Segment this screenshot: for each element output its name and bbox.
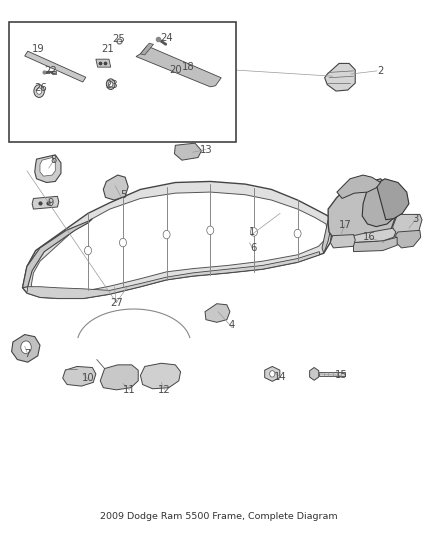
Circle shape: [270, 370, 275, 377]
Circle shape: [21, 341, 31, 354]
Polygon shape: [322, 220, 330, 253]
Text: 3: 3: [412, 214, 419, 224]
Polygon shape: [328, 181, 396, 244]
Text: 6: 6: [251, 243, 257, 253]
Polygon shape: [353, 237, 397, 252]
Text: 1: 1: [248, 227, 255, 237]
Polygon shape: [27, 252, 319, 298]
Polygon shape: [63, 367, 96, 386]
Polygon shape: [141, 364, 180, 389]
Polygon shape: [25, 51, 86, 82]
Text: 21: 21: [101, 44, 114, 53]
Polygon shape: [136, 46, 221, 87]
Circle shape: [120, 238, 127, 247]
Text: 14: 14: [274, 372, 286, 382]
Polygon shape: [103, 175, 128, 200]
Text: 9: 9: [48, 198, 54, 208]
Polygon shape: [362, 179, 398, 227]
Polygon shape: [205, 304, 230, 322]
Text: 26: 26: [35, 83, 47, 93]
Text: 22: 22: [45, 66, 57, 76]
Circle shape: [163, 230, 170, 239]
Text: 27: 27: [110, 297, 123, 308]
Text: 7: 7: [24, 349, 30, 359]
Polygon shape: [40, 158, 55, 176]
Circle shape: [36, 88, 42, 94]
Text: 8: 8: [50, 155, 56, 165]
Polygon shape: [396, 230, 421, 248]
Polygon shape: [330, 235, 355, 248]
Polygon shape: [376, 179, 409, 220]
Polygon shape: [141, 43, 153, 55]
Polygon shape: [353, 228, 396, 243]
Text: 4: 4: [229, 320, 235, 330]
Circle shape: [85, 246, 92, 255]
Polygon shape: [393, 214, 422, 241]
Text: 24: 24: [160, 33, 173, 43]
Bar: [10, 22, 237, 142]
Polygon shape: [31, 192, 327, 292]
Circle shape: [251, 228, 258, 236]
Polygon shape: [96, 59, 111, 67]
Polygon shape: [310, 368, 319, 380]
Polygon shape: [265, 367, 280, 381]
Text: 19: 19: [32, 44, 44, 53]
Text: 13: 13: [200, 144, 212, 155]
Polygon shape: [100, 365, 138, 390]
Text: 15: 15: [335, 370, 348, 381]
Text: 23: 23: [106, 80, 118, 90]
Circle shape: [34, 85, 44, 98]
Text: 11: 11: [123, 385, 136, 395]
Text: 17: 17: [339, 220, 352, 230]
Polygon shape: [35, 155, 61, 182]
Text: 5: 5: [120, 190, 126, 200]
Polygon shape: [32, 196, 59, 209]
Text: 2009 Dodge Ram 5500 Frame, Complete Diagram: 2009 Dodge Ram 5500 Frame, Complete Diag…: [100, 512, 338, 521]
Text: 10: 10: [82, 373, 94, 383]
Polygon shape: [22, 219, 92, 288]
Circle shape: [109, 82, 113, 87]
Polygon shape: [12, 335, 40, 362]
Polygon shape: [325, 63, 355, 91]
Circle shape: [106, 79, 115, 90]
Bar: [52, 71, 56, 74]
Text: 16: 16: [363, 232, 376, 243]
Text: 20: 20: [169, 65, 182, 75]
Polygon shape: [22, 181, 332, 298]
Text: 18: 18: [182, 62, 195, 72]
Text: 25: 25: [112, 34, 125, 44]
Polygon shape: [337, 175, 381, 198]
Circle shape: [294, 229, 301, 238]
Circle shape: [207, 226, 214, 235]
Text: 2: 2: [378, 66, 384, 76]
Polygon shape: [174, 143, 201, 160]
Bar: [319, 372, 345, 376]
Text: 12: 12: [158, 385, 171, 395]
